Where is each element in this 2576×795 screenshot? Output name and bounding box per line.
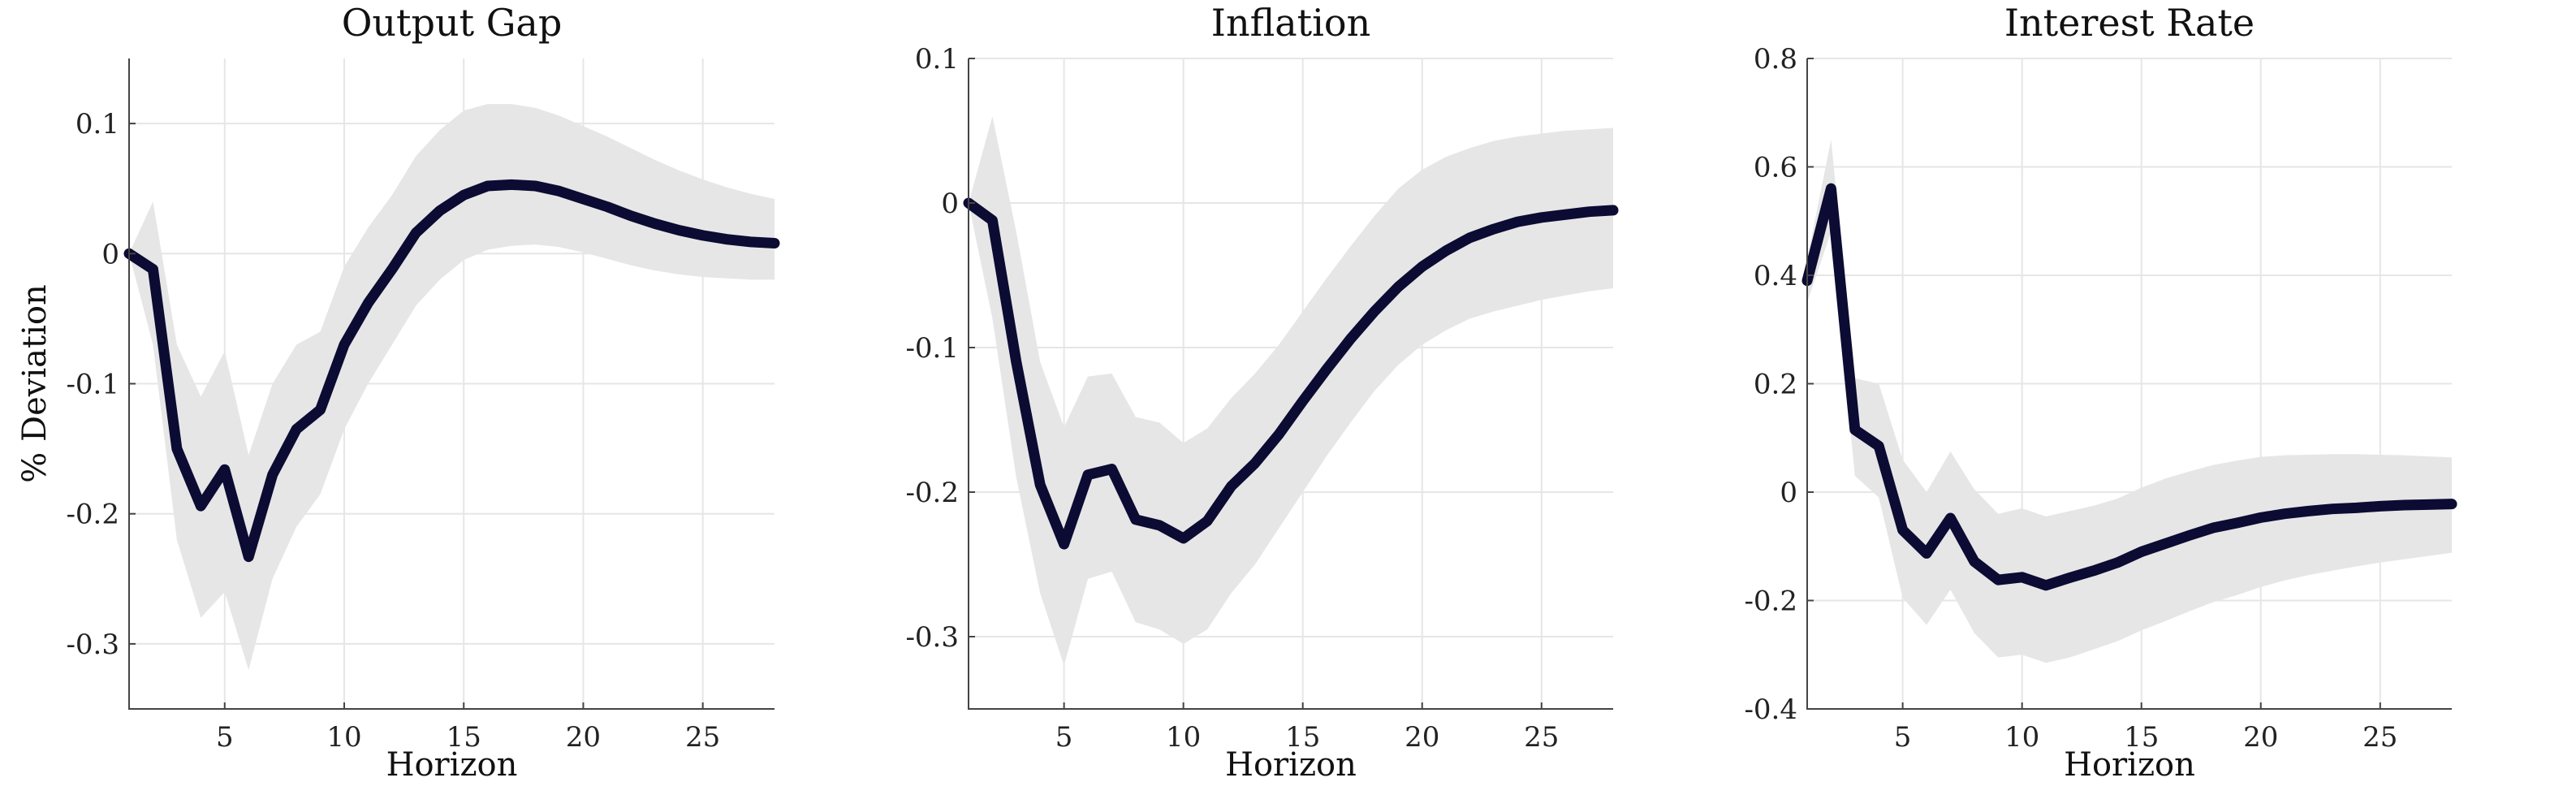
y-tick-label: 0.6 (1754, 152, 1797, 184)
y-tick-label: -0.1 (905, 332, 959, 365)
x-tick-label: 25 (685, 721, 720, 754)
y-tick-label: -0.2 (905, 477, 959, 509)
y-axis-label: % Deviation (16, 284, 54, 482)
inflation-title: Inflation (1211, 1, 1370, 45)
x-tick-label: 10 (1166, 721, 1201, 754)
x-tick-label: 15 (447, 721, 481, 754)
y-tick-label: 0 (1780, 477, 1797, 509)
x-axis-label: Horizon (386, 746, 518, 784)
y-tick-label: 0.1 (915, 43, 959, 76)
x-tick-label: 5 (216, 721, 234, 754)
x-tick-label: 5 (1894, 721, 1912, 754)
y-tick-label: 0 (941, 188, 959, 220)
y-tick-label: 0.8 (1754, 43, 1797, 76)
confidence-band (969, 116, 1613, 666)
y-tick-label: -0.3 (905, 621, 959, 654)
output-gap-panel: 5 10 15 20 25 -0.3 -0.2 -0.1 0 0.1 Output Gap Horiz… (16, 1, 780, 784)
x-tick-label: 15 (1285, 721, 1320, 754)
y-tick-label: 0.1 (76, 108, 119, 140)
x-tick-label: 15 (2124, 721, 2159, 754)
impulse-response-line (963, 197, 1619, 550)
interest-rate-panel: 5 10 15 20 25 -0.4 -0.2 0 0.2 0.4 0.6 0.8 Interest R… (1744, 1, 2457, 784)
impulse-response-line (1801, 183, 2457, 591)
y-tick-label: 0 (101, 238, 119, 270)
x-tick-label: 25 (1524, 721, 1559, 754)
y-tick-label: -0.4 (1744, 693, 1797, 726)
axes (128, 58, 775, 710)
y-tick-label: -0.2 (1744, 585, 1797, 618)
x-tick-label: 25 (2362, 721, 2397, 754)
x-tick-label: 5 (1055, 721, 1073, 754)
x-tick-label: 20 (2243, 721, 2278, 754)
x-axis-label: Horizon (2064, 746, 2195, 784)
x-tick-label: 20 (1405, 721, 1439, 754)
confidence-band (129, 104, 775, 670)
x-tick-label: 10 (2004, 721, 2039, 754)
axes (968, 58, 1613, 710)
output-gap-title: Output Gap (342, 1, 563, 45)
x-tick-label: 10 (326, 721, 361, 754)
confidence-band (1807, 140, 2452, 663)
y-tick-label: 0.2 (1754, 369, 1797, 401)
x-axis-label: Horizon (1225, 746, 1357, 784)
x-tick-label: 20 (566, 721, 601, 754)
y-tick-label: -0.3 (66, 629, 119, 661)
interest-rate-title: Interest Rate (2004, 1, 2255, 45)
y-tick-label: 0.4 (1754, 260, 1797, 292)
inflation-panel: 5 10 15 20 25 -0.3 -0.2 -0.1 0 0.1 Inflation Horizo… (905, 1, 1619, 784)
impulse-response-line (123, 179, 780, 563)
y-tick-label: -0.1 (66, 369, 119, 401)
y-tick-label: -0.2 (66, 499, 119, 531)
